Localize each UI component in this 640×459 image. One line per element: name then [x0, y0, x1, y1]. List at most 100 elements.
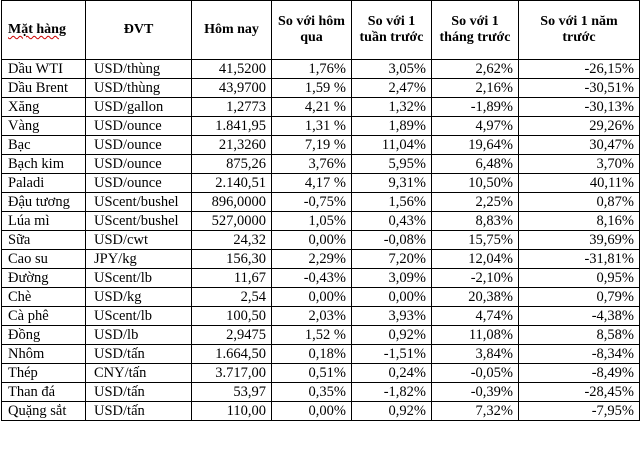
table-row: Đồng USD/lb 2,9475 1,52 % 0,92% 11,08% 8,58%: [1, 325, 640, 345]
cell-vs-year: -4,38%: [518, 306, 640, 326]
table-row: Sữa USD/cwt 24,32 0,00% -0,08% 15,75% 39,69%: [1, 230, 640, 250]
table-row: Lúa mì UScent/bushel 527,0000 1,05% 0,43% 8,8…: [1, 211, 640, 231]
table-row: Nhôm USD/tấn 1.664,50 0,18% -1,51% 3,84% -8,34…: [1, 344, 640, 364]
cell-vs-week: 2,47%: [351, 78, 432, 98]
cell-vs-month: 10,50%: [431, 173, 519, 193]
cell-vs-yesterday: 2,29%: [271, 249, 352, 269]
cell-today: 100,50: [191, 306, 272, 326]
cell-vs-yesterday: 0,18%: [271, 344, 352, 364]
cell-today: 24,32: [191, 230, 272, 250]
cell-vs-yesterday: 0,00%: [271, 287, 352, 307]
table-row: Bạc USD/ounce 21,3260 7,19 % 11,04% 19,64% 30,…: [1, 135, 640, 155]
cell-vs-week: 3,93%: [351, 306, 432, 326]
cell-commodity: Cao su: [1, 249, 86, 269]
cell-vs-week: -1,51%: [351, 344, 432, 364]
cell-commodity: Bạc: [1, 135, 86, 155]
cell-vs-month: 15,75%: [431, 230, 519, 250]
table-row: Xăng USD/gallon 1,2773 4,21 % 1,32% -1,89% -30…: [1, 97, 640, 117]
cell-commodity: Đường: [1, 268, 86, 288]
cell-today: 21,3260: [191, 135, 272, 155]
cell-vs-month: -2,10%: [431, 268, 519, 288]
table-row: Than đá USD/tấn 53,97 0,35% -1,82% -0,39% -28,…: [1, 382, 640, 402]
cell-vs-yesterday: 3,76%: [271, 154, 352, 174]
cell-vs-yesterday: -0,75%: [271, 192, 352, 212]
cell-vs-month: 2,16%: [431, 78, 519, 98]
cell-today: 53,97: [191, 382, 272, 402]
table-row: Cà phê UScent/lb 100,50 2,03% 3,93% 4,74% -4,3…: [1, 306, 640, 326]
cell-vs-month: 8,83%: [431, 211, 519, 231]
cell-commodity: Cà phê: [1, 306, 86, 326]
cell-today: 1,2773: [191, 97, 272, 117]
cell-vs-year: 3,70%: [518, 154, 640, 174]
cell-commodity: Chè: [1, 287, 86, 307]
cell-commodity: Than đá: [1, 382, 86, 402]
header-unit: ĐVT: [85, 0, 192, 60]
cell-vs-week: 7,20%: [351, 249, 432, 269]
cell-vs-week: 0,92%: [351, 325, 432, 345]
cell-vs-week: 3,09%: [351, 268, 432, 288]
cell-vs-year: -31,81%: [518, 249, 640, 269]
cell-today: 2,54: [191, 287, 272, 307]
cell-today: 156,30: [191, 249, 272, 269]
cell-today: 11,67: [191, 268, 272, 288]
cell-commodity: Quặng sắt: [1, 401, 86, 421]
cell-vs-yesterday: 0,35%: [271, 382, 352, 402]
cell-unit: CNY/tấn: [85, 363, 192, 383]
table-row: Thép CNY/tấn 3.717,00 0,51% 0,24% -0,05% -8,49…: [1, 363, 640, 383]
cell-vs-week: -0,08%: [351, 230, 432, 250]
cell-today: 875,26: [191, 154, 272, 174]
cell-unit: USD/kg: [85, 287, 192, 307]
cell-vs-month: 2,62%: [431, 59, 519, 79]
cell-vs-year: 8,16%: [518, 211, 640, 231]
cell-vs-year: -30,51%: [518, 78, 640, 98]
cell-vs-week: 0,00%: [351, 287, 432, 307]
cell-unit: JPY/kg: [85, 249, 192, 269]
cell-vs-year: 0,87%: [518, 192, 640, 212]
cell-commodity: Vàng: [1, 116, 86, 136]
cell-vs-month: 4,97%: [431, 116, 519, 136]
cell-vs-year: -26,15%: [518, 59, 640, 79]
cell-unit: UScent/lb: [85, 268, 192, 288]
cell-unit: USD/thùng: [85, 78, 192, 98]
table-row: Paladi USD/ounce 2.140,51 4,17 % 9,31% 10,50%…: [1, 173, 640, 193]
cell-vs-yesterday: 4,17 %: [271, 173, 352, 193]
cell-vs-year: -28,45%: [518, 382, 640, 402]
cell-unit: USD/ounce: [85, 135, 192, 155]
cell-commodity: Lúa mì: [1, 211, 86, 231]
cell-unit: USD/ounce: [85, 154, 192, 174]
cell-vs-year: -30,13%: [518, 97, 640, 117]
cell-unit: UScent/lb: [85, 306, 192, 326]
cell-vs-month: 6,48%: [431, 154, 519, 174]
cell-vs-year: 0,79%: [518, 287, 640, 307]
cell-vs-year: 40,11%: [518, 173, 640, 193]
header-row: Mặt hàng ĐVT Hôm nay So với hôm qua So v…: [1, 0, 640, 60]
cell-vs-year: -8,49%: [518, 363, 640, 383]
cell-vs-month: -1,89%: [431, 97, 519, 117]
cell-vs-yesterday: 7,19 %: [271, 135, 352, 155]
cell-vs-yesterday: 1,52 %: [271, 325, 352, 345]
commodity-price-table: Mặt hàng ĐVT Hôm nay So với hôm qua So v…: [1, 0, 640, 421]
cell-vs-week: 9,31%: [351, 173, 432, 193]
header-vs-yesterday: So với hôm qua: [271, 0, 352, 60]
cell-today: 2,9475: [191, 325, 272, 345]
cell-today: 110,00: [191, 401, 272, 421]
cell-unit: USD/tấn: [85, 401, 192, 421]
cell-vs-year: 39,69%: [518, 230, 640, 250]
cell-vs-month: 20,38%: [431, 287, 519, 307]
cell-vs-month: 12,04%: [431, 249, 519, 269]
cell-vs-week: 0,24%: [351, 363, 432, 383]
cell-vs-year: 8,58%: [518, 325, 640, 345]
cell-today: 527,0000: [191, 211, 272, 231]
cell-commodity: Bạch kim: [1, 154, 86, 174]
cell-vs-week: 5,95%: [351, 154, 432, 174]
table-row: Dầu Brent USD/thùng 43,9700 1,59 % 2,47% 2,16…: [1, 78, 640, 98]
table-row: Quặng sắt USD/tấn 110,00 0,00% 0,92% 7,32% -7,…: [1, 401, 640, 421]
cell-vs-week: 1,56%: [351, 192, 432, 212]
cell-unit: USD/ounce: [85, 116, 192, 136]
cell-vs-week: -1,82%: [351, 382, 432, 402]
header-commodity: Mặt hàng: [1, 0, 86, 60]
cell-unit: USD/thùng: [85, 59, 192, 79]
cell-unit: USD/ounce: [85, 173, 192, 193]
cell-vs-month: 2,25%: [431, 192, 519, 212]
cell-vs-yesterday: 1,31 %: [271, 116, 352, 136]
